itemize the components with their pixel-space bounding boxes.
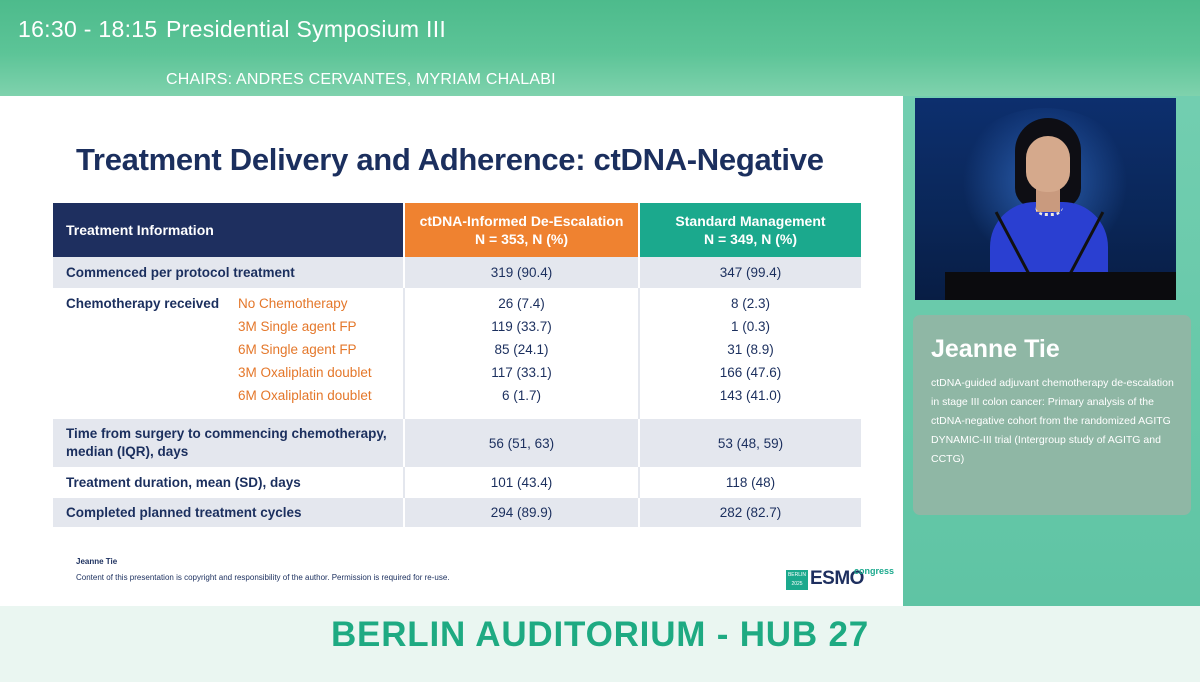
header-standard-management: Standard Management N = 349, N (%) xyxy=(638,203,861,257)
speaker-name: Jeanne Tie xyxy=(931,335,1060,363)
treatment-table: Treatment Information ctDNA-Informed De-… xyxy=(53,203,861,527)
header-standard-n: N = 349, N (%) xyxy=(704,231,797,247)
esmo-congress-logo: BERLIN 2025 ESMO congress xyxy=(786,566,894,592)
header-treatment-information: Treatment Information xyxy=(53,203,404,257)
cell-std: 282 (82.7) xyxy=(638,498,861,527)
cell-de: 319 (90.4) xyxy=(403,257,639,288)
logo-year: 2025 xyxy=(791,581,803,587)
logo-wordmark: ESMO xyxy=(810,568,864,589)
session-title: Presidential Symposium III xyxy=(166,16,447,42)
cell-de: 294 (89.9) xyxy=(403,498,639,527)
chemo-sublabel: 6M Oxaliplatin doublet xyxy=(238,388,372,403)
header-de-escalation-name: ctDNA-Informed De-Escalation xyxy=(419,213,624,229)
room-band xyxy=(0,606,1200,682)
chemo-sublabel: No Chemotherapy xyxy=(238,296,348,311)
table-header-row: Treatment Information ctDNA-Informed De-… xyxy=(53,203,861,257)
table-row-chemotherapy: Chemotherapy received No Chemotherapy 3M… xyxy=(53,288,861,419)
cell-std: 31 (8.9) xyxy=(727,342,774,357)
row-label: Completed planned treatment cycles xyxy=(53,498,404,527)
cell-de: 6 (1.7) xyxy=(501,388,542,403)
cell-de: 101 (43.4) xyxy=(403,467,639,498)
header-standard-name: Standard Management xyxy=(675,213,826,229)
header-band: 16:30 - 18:15 Presidential Symposium III… xyxy=(0,0,1200,96)
speaker-card: Jeanne Tie ctDNA-guided adjuvant chemoth… xyxy=(913,315,1191,515)
cell-de: 85 (24.1) xyxy=(494,342,549,357)
row-label-line: Time from surgery to commencing chemothe… xyxy=(66,426,387,441)
cell-std: 1 (0.3) xyxy=(730,319,771,334)
row-label: Commenced per protocol treatment xyxy=(53,257,404,288)
cell-std: 166 (47.6) xyxy=(719,365,782,380)
slide-title: Treatment Delivery and Adherence: ctDNA-… xyxy=(76,142,824,177)
cell-de: 26 (7.4) xyxy=(498,296,545,311)
header-de-escalation: ctDNA-Informed De-Escalation N = 353, N … xyxy=(403,203,639,257)
chemo-std-cell: 8 (2.3) 1 (0.3) 31 (8.9) 166 (47.6) 143 … xyxy=(638,288,861,419)
cell-std: 53 (48, 59) xyxy=(638,419,861,467)
chemo-sublabel: 3M Oxaliplatin doublet xyxy=(238,365,372,380)
footer-author: Jeanne Tie xyxy=(76,557,118,566)
table-row: Completed planned treatment cycles 294 (… xyxy=(53,498,861,527)
table-row: Commenced per protocol treatment 319 (90… xyxy=(53,257,861,288)
header-de-escalation-n: N = 353, N (%) xyxy=(475,231,568,247)
cell-std: 143 (41.0) xyxy=(719,388,782,403)
row-label: Chemotherapy received xyxy=(66,296,220,311)
cell-de: 119 (33.7) xyxy=(491,319,552,334)
table-row: Treatment duration, mean (SD), days 101 … xyxy=(53,467,861,498)
cell-de: 56 (51, 63) xyxy=(403,419,639,467)
row-label-line: median (IQR), days xyxy=(66,444,189,459)
cell-std: 347 (99.4) xyxy=(638,257,861,288)
chemo-label-cell: Chemotherapy received No Chemotherapy 3M… xyxy=(53,288,404,419)
table-row: Time from surgery to commencing chemothe… xyxy=(53,419,861,467)
logo-city: BERLIN xyxy=(787,572,807,578)
logo-city-badge: BERLIN 2025 xyxy=(786,570,808,590)
logo-suffix: congress xyxy=(854,566,895,576)
row-label: Time from surgery to commencing chemothe… xyxy=(53,419,404,467)
footer-copyright: Content of this presentation is copyrigh… xyxy=(76,573,450,582)
cell-std: 8 (2.3) xyxy=(730,296,771,311)
podium xyxy=(945,272,1176,300)
speaker-necklace xyxy=(1035,206,1063,216)
row-label: Treatment duration, mean (SD), days xyxy=(53,467,404,498)
chemo-sublabel: 3M Single agent FP xyxy=(238,319,357,334)
cell-std: 118 (48) xyxy=(638,467,861,498)
speaker-video xyxy=(915,98,1176,300)
chemo-sublabel: 6M Single agent FP xyxy=(238,342,357,357)
talk-title: ctDNA-guided adjuvant chemotherapy de-es… xyxy=(931,377,1174,465)
session-chairs: CHAIRS: ANDRES CERVANTES, MYRIAM CHALABI xyxy=(166,71,556,88)
room-name: BERLIN AUDITORIUM - HUB 27 xyxy=(330,615,870,654)
chemo-de-cell: 26 (7.4) 119 (33.7) 85 (24.1) 117 (33.1)… xyxy=(403,288,639,419)
speaker-face xyxy=(1026,136,1070,192)
session-time: 16:30 - 18:15 xyxy=(18,16,158,42)
presentation-slide: Treatment Delivery and Adherence: ctDNA-… xyxy=(0,96,903,606)
cell-de: 117 (33.1) xyxy=(491,365,552,380)
